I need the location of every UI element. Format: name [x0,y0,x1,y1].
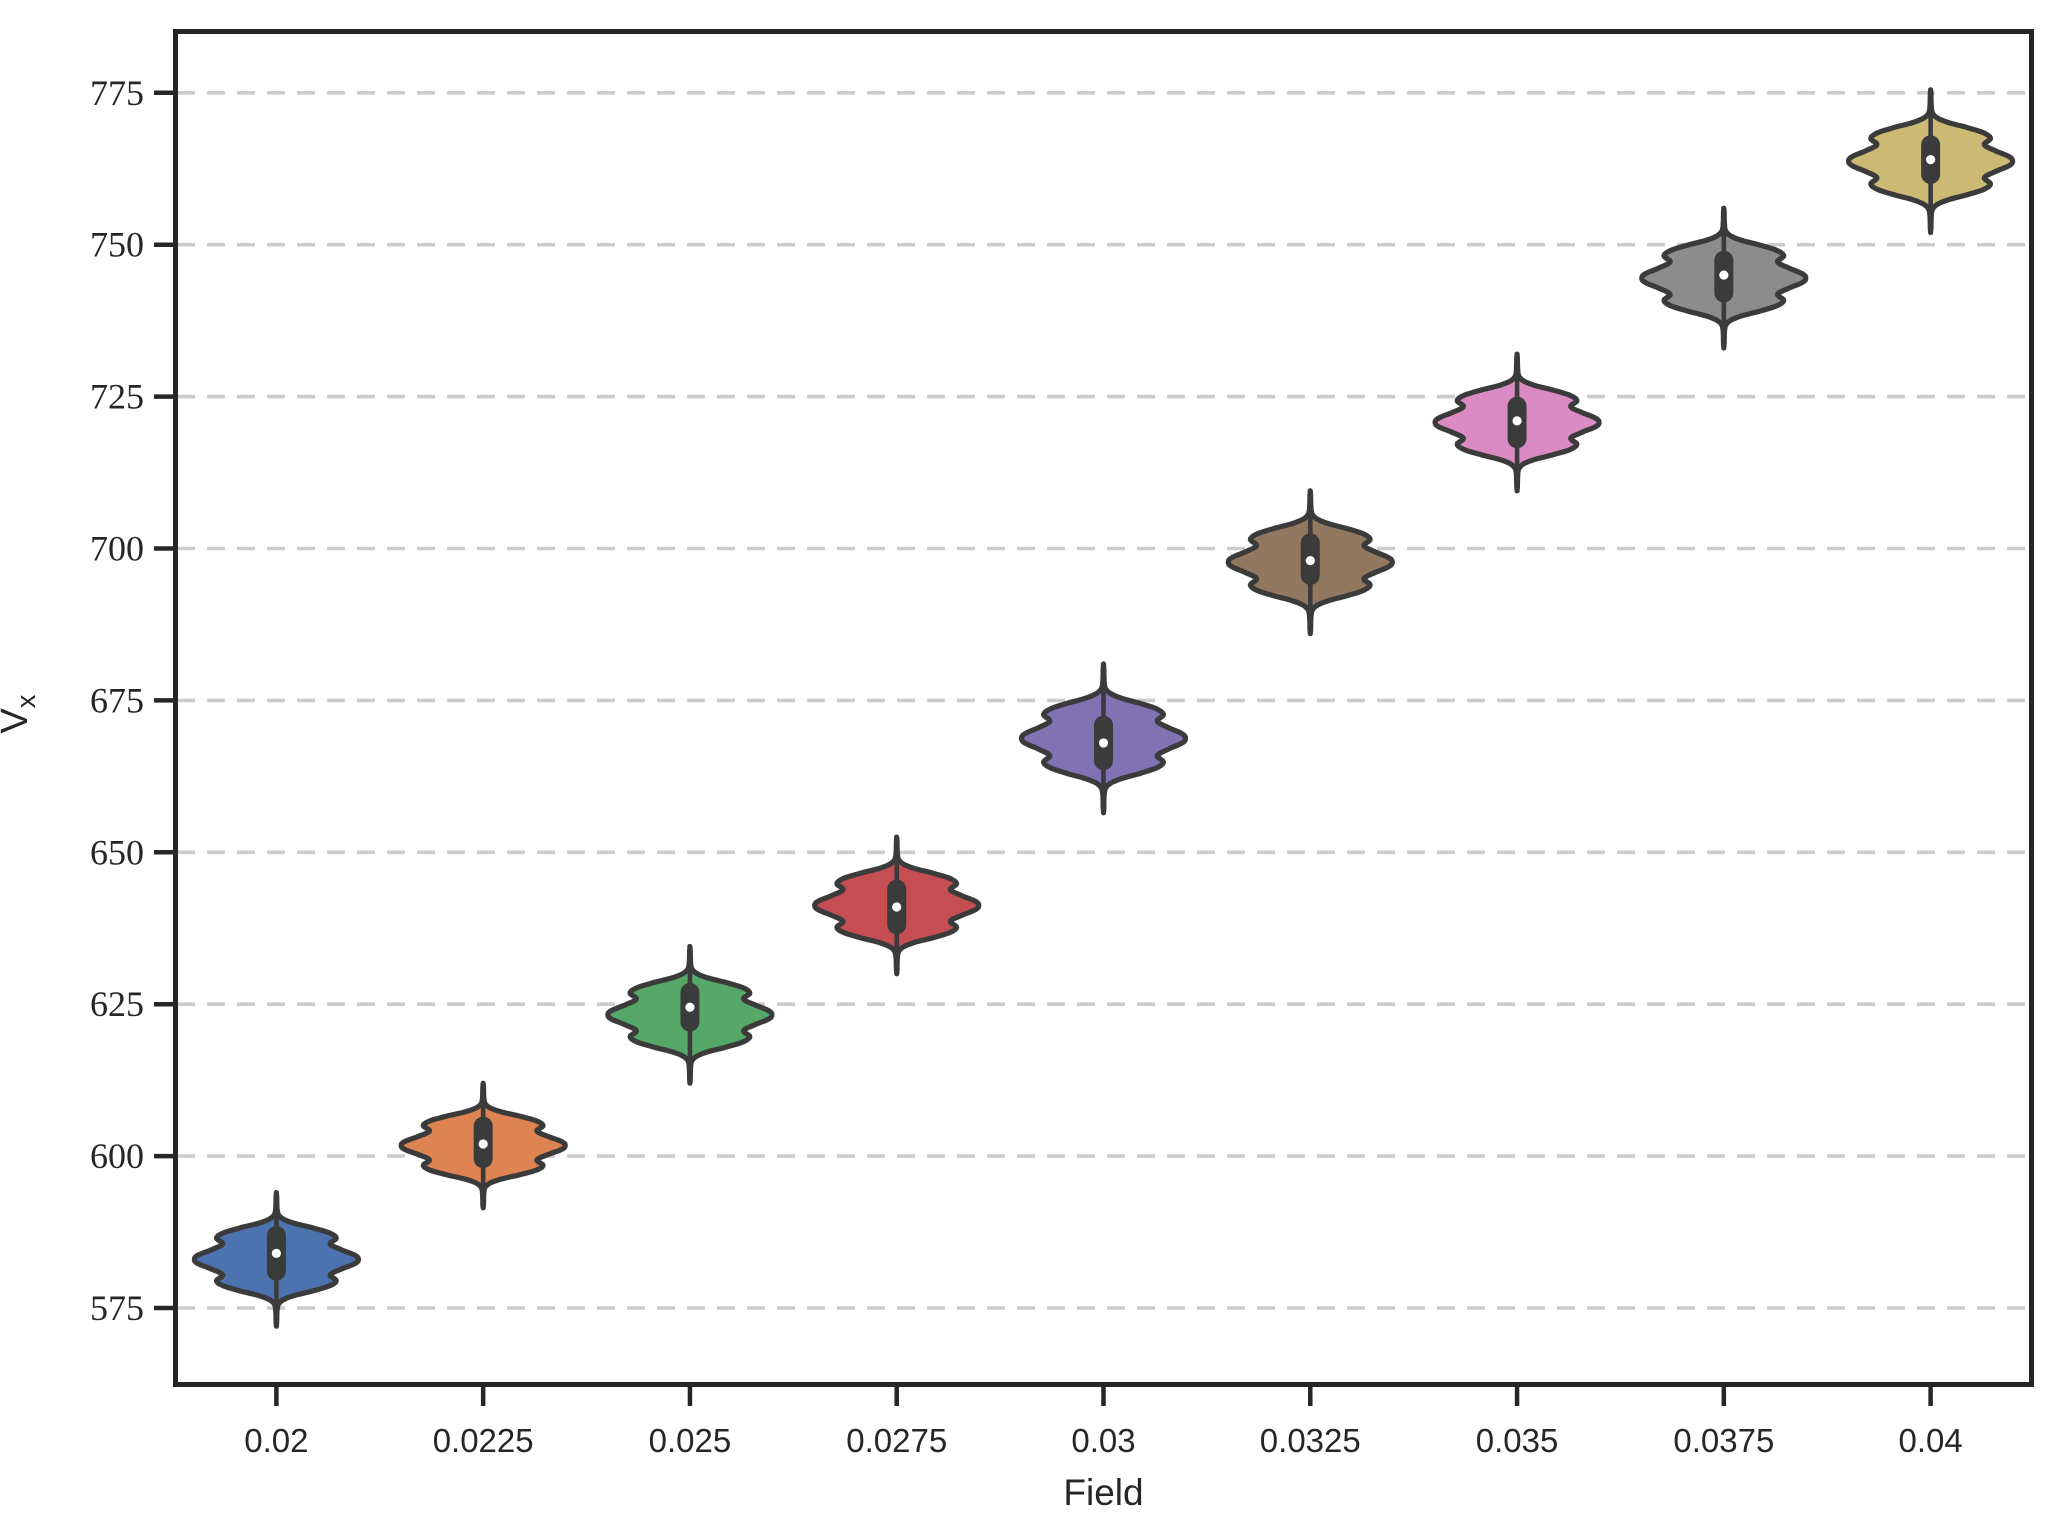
median-dot-0.0275 [892,902,902,912]
y-axis-label-subscript: x [11,694,41,709]
median-dot-0.0325 [1305,556,1315,566]
x-tick-label-0.0325: 0.0325 [1260,1422,1361,1459]
x-tick-label-0.0375: 0.0375 [1673,1422,1774,1459]
y-tick-label-575: 575 [90,1288,144,1328]
x-tick-label-0.025: 0.025 [649,1422,732,1459]
x-axis-label: Field [1063,1472,1144,1513]
plot-border [173,29,2034,1387]
median-dot-0.025 [685,1002,695,1012]
x-tick-label-0.0225: 0.0225 [433,1422,534,1459]
y-axis-label-main: V [0,708,36,733]
median-dot-0.03 [1098,738,1109,748]
median-dot-0.0225 [478,1139,488,1149]
x-tick-label-0.04: 0.04 [1898,1422,1962,1459]
y-tick-label-675: 675 [90,680,144,720]
x-tick-label-0.035: 0.035 [1476,1422,1559,1459]
y-tick-label-775: 775 [90,73,144,113]
median-dot-0.02 [271,1248,281,1258]
y-tick-label-700: 700 [90,529,144,569]
y-tick-label-600: 600 [90,1136,144,1176]
median-dot-0.035 [1512,416,1522,426]
y-tick-label-650: 650 [90,832,144,872]
median-dot-0.04 [1926,155,1936,165]
y-axis-label: Vx [0,634,42,794]
x-tick-label-0.03: 0.03 [1071,1422,1135,1459]
x-tick-label-0.0275: 0.0275 [846,1422,947,1459]
y-tick-label-725: 725 [90,377,144,417]
y-tick-label-750: 750 [90,225,144,265]
median-dot-0.0375 [1719,270,1729,280]
y-tick-label-625: 625 [90,984,144,1024]
x-tick-label-0.02: 0.02 [244,1422,308,1459]
